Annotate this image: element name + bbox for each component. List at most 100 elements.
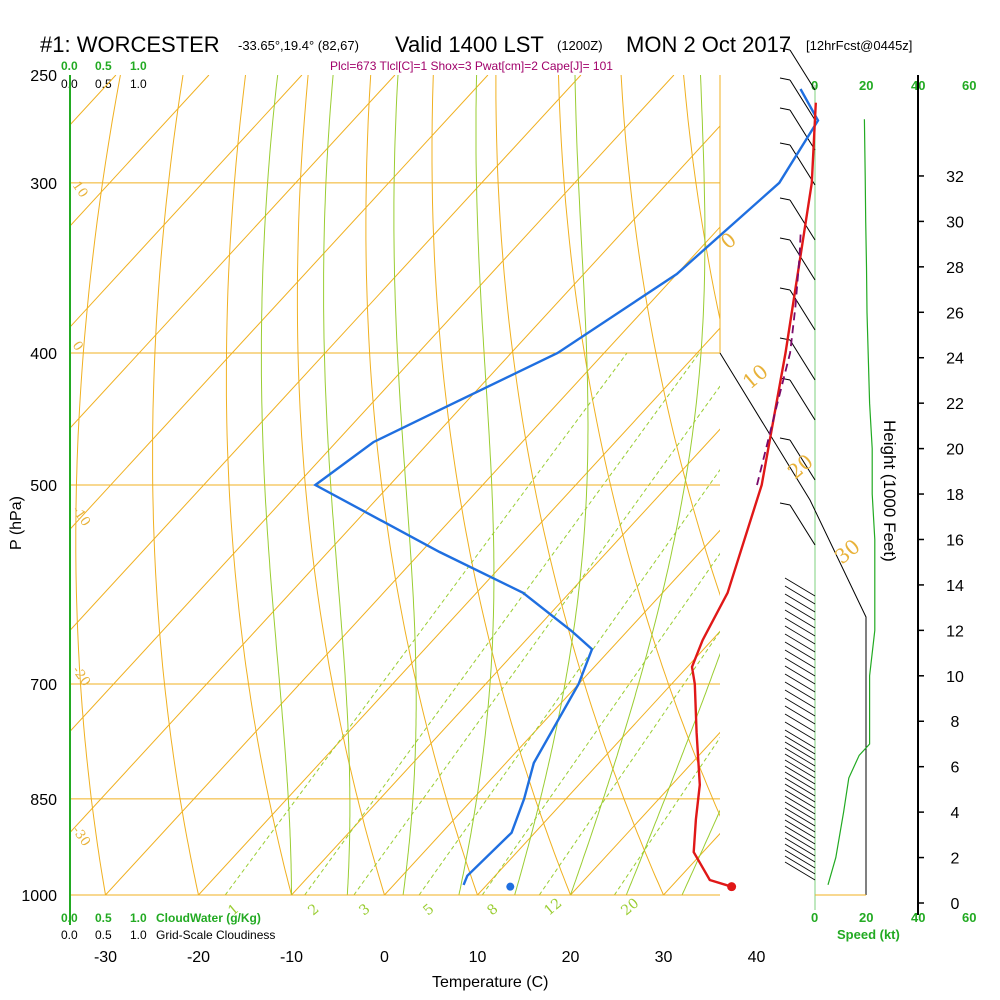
mixing-ratio-label: 12 xyxy=(541,895,565,919)
wind-barb xyxy=(784,765,816,785)
height-tick-label: 26 xyxy=(946,305,964,322)
mixing-ratio-line xyxy=(304,352,700,895)
wind-barb xyxy=(784,689,816,709)
temperature-profile xyxy=(690,102,817,888)
wind-barb xyxy=(789,239,816,281)
height-tick-label: 22 xyxy=(946,396,964,413)
wind-barb xyxy=(784,729,816,749)
cloudiness-top-2: 1.0 xyxy=(130,77,147,91)
wind-barb xyxy=(784,609,816,629)
dry-adiabat-label: 10 xyxy=(69,179,91,201)
wind-barb xyxy=(784,713,816,733)
mixing-ratio-line xyxy=(224,352,628,895)
wind-barb xyxy=(784,759,816,779)
dewpoint-profile xyxy=(313,88,820,886)
height-tick-label: 0 xyxy=(951,896,960,913)
moist-adiabat-label: 10 xyxy=(738,359,773,394)
moist-adiabat xyxy=(323,75,351,895)
wind-barb xyxy=(789,49,816,91)
dry-adiabat xyxy=(431,75,571,895)
wind-barb xyxy=(784,789,816,809)
pressure-tick-850: 850 xyxy=(30,792,57,809)
height-tick-label: 8 xyxy=(951,714,960,731)
wind-barb-flag xyxy=(779,47,791,51)
height-tick-label: 14 xyxy=(946,578,964,595)
wind-barb xyxy=(789,79,816,121)
wind-barb xyxy=(784,625,816,645)
surface-dewpoint-dot xyxy=(506,882,515,891)
wind-barb-flag xyxy=(779,287,791,291)
isotherm xyxy=(0,75,23,895)
wind-barb xyxy=(784,633,816,653)
y-axis-label: P (hPa) xyxy=(8,496,25,550)
dry-adiabat xyxy=(225,75,292,895)
wind-barb xyxy=(784,819,816,839)
wind-barb-flag xyxy=(779,142,791,146)
wind-barb xyxy=(784,705,816,725)
temperature-tick: 0 xyxy=(380,949,389,966)
grid-layer xyxy=(0,75,1000,925)
wind-barb xyxy=(784,843,816,863)
forecast-info: [12hrFcst@0445z] xyxy=(806,38,912,53)
speed-bottom-1: 20 xyxy=(859,910,873,925)
wind-barb xyxy=(784,735,816,755)
wind-barb xyxy=(784,855,816,875)
dry-adiabat xyxy=(997,75,1000,895)
wind-barb xyxy=(784,795,816,815)
wind-barb-flag xyxy=(779,502,791,506)
moist-adiabat-label: 20 xyxy=(783,449,818,484)
moist-adiabat xyxy=(514,75,589,895)
forecast-date: MON 2 Oct 2017 xyxy=(626,32,791,57)
pressure-tick-300: 300 xyxy=(30,176,57,193)
cloudwater-top-1: 0.5 xyxy=(95,59,112,73)
temperature-tick: 30 xyxy=(655,949,673,966)
pressure-tick-250: 250 xyxy=(30,68,57,85)
wind-barb xyxy=(784,861,816,881)
mixing-ratio-label: 2 xyxy=(305,901,322,919)
wind-barb xyxy=(784,657,816,677)
mixing-ratio-line xyxy=(613,736,720,895)
temperature-tick: 40 xyxy=(748,949,766,966)
isotherm xyxy=(70,75,210,227)
cloudiness-label: Grid-Scale Cloudiness xyxy=(156,928,275,942)
height-tick-label: 16 xyxy=(946,532,964,549)
wind-barb xyxy=(784,777,816,797)
height-tick-label: 30 xyxy=(946,214,964,231)
dry-adiabat xyxy=(495,75,664,895)
wind-barb xyxy=(784,771,816,791)
cloudwater-top-2: 1.0 xyxy=(130,59,147,73)
wind-barb xyxy=(784,617,816,637)
isotherm xyxy=(477,630,720,895)
speed-bottom-2: 40 xyxy=(911,910,925,925)
temperature-tick: -10 xyxy=(280,949,303,966)
height-tick-label: 18 xyxy=(946,487,964,504)
height-tick-label: 20 xyxy=(946,442,964,459)
moist-adiabat xyxy=(625,652,720,895)
wind-barb xyxy=(784,747,816,767)
wind-barb xyxy=(789,379,816,421)
wind-barb-flag xyxy=(779,77,791,81)
wind-barb xyxy=(784,831,816,851)
moist-adiabat xyxy=(260,75,292,895)
height-tick-label: 12 xyxy=(946,623,964,640)
speed-top-3: 60 xyxy=(962,78,976,93)
height-tick-label: 24 xyxy=(946,351,964,368)
pressure-tick-1000: 1000 xyxy=(21,888,57,905)
wind-barb xyxy=(784,681,816,701)
wind-barb xyxy=(784,641,816,661)
temperature-tick: -20 xyxy=(187,949,210,966)
temperature-tick: -30 xyxy=(94,949,117,966)
wind-barb xyxy=(789,199,816,241)
speed-axis-label: Speed (kt) xyxy=(837,927,900,942)
x-axis-label: Temperature (C) xyxy=(432,974,548,991)
dry-adiabat xyxy=(620,75,720,597)
dry-adiabat xyxy=(365,75,478,895)
wind-barb xyxy=(784,783,816,803)
wind-barb xyxy=(784,697,816,717)
station-location: -33.65°,19.4° (82,67) xyxy=(238,38,359,53)
wind-barb xyxy=(784,665,816,685)
wind-barb xyxy=(784,753,816,773)
dry-adiabat xyxy=(683,75,720,322)
mixing-ratio-line xyxy=(418,468,720,895)
